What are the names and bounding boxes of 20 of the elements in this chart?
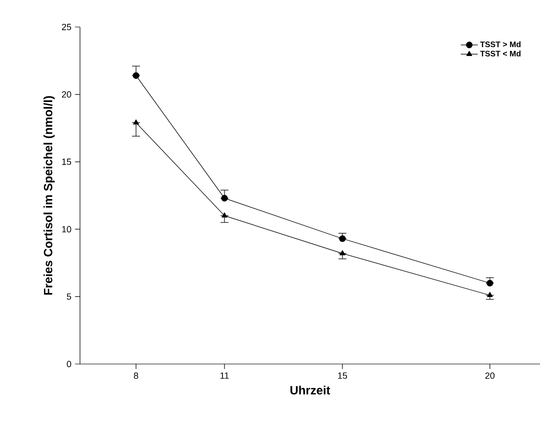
point: [221, 194, 228, 202]
x-axis-title: Uhrzeit: [290, 386, 330, 394]
point: [339, 235, 346, 242]
y-tick-label: 0: [66, 360, 72, 368]
y-tick-label: 5: [66, 293, 72, 300]
y-axis-title: Freies Cortisol im Speichel (nmol/l): [44, 96, 55, 295]
point: [340, 250, 346, 256]
y-tick-label: 20: [62, 91, 72, 98]
point: [486, 292, 493, 298]
y-tick-label: 15: [62, 158, 72, 165]
x-tick-label: 20: [485, 372, 495, 379]
x-tick-label: 15: [338, 372, 348, 379]
x-tick-label: 8: [134, 372, 138, 379]
x-tick-label: 11: [220, 372, 229, 379]
y-tick-label: 25: [62, 24, 72, 30]
y-tick-label: 10: [62, 226, 72, 232]
point: [132, 72, 140, 79]
point: [222, 212, 228, 218]
point: [486, 280, 494, 286]
point: [133, 119, 139, 125]
